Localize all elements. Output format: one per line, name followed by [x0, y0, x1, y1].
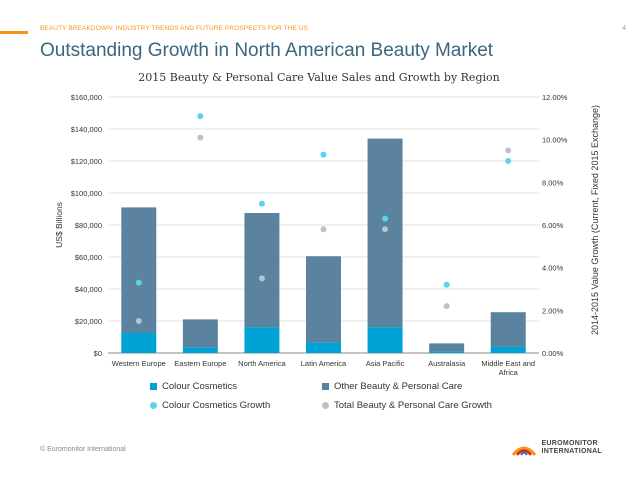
- x-tick-label: Asia Pacific: [366, 359, 405, 368]
- legend-swatch: [150, 383, 157, 390]
- y2-tick-label: 4.00%: [542, 264, 564, 273]
- point-total-growth: [258, 275, 265, 282]
- accent-bar: [0, 31, 28, 34]
- legend-item-other-beauty: Other Beauty & Personal Care: [322, 381, 462, 392]
- y-tick-label: $20,000: [75, 317, 102, 326]
- y2-tick-label: 0.00%: [542, 349, 564, 358]
- point-total-growth: [505, 147, 512, 154]
- legend-label: Colour Cosmetics: [162, 381, 237, 392]
- y-tick-label: $0: [94, 349, 102, 358]
- y-axis-label: US$ Billions: [54, 202, 64, 248]
- logo-mark-icon: [512, 446, 537, 456]
- legend-label: Colour Cosmetics Growth: [162, 400, 271, 411]
- legend-item-total-growth: Total Beauty & Personal Care Growth: [322, 400, 492, 411]
- bar-colour-cosmetics: [429, 351, 465, 353]
- chart-title: 2015 Beauty & Personal Care Value Sales …: [138, 71, 500, 84]
- bar-colour-cosmetics: [490, 346, 526, 353]
- legend-item-colour-cosmetics-growth: Colour Cosmetics Growth: [150, 400, 270, 411]
- x-tick-label: Middle East and: [481, 359, 535, 368]
- y-tick-label: $140,000: [71, 125, 102, 134]
- bar-other-beauty: [306, 256, 341, 343]
- y-tick-label: $160,000: [71, 93, 102, 102]
- point-total-growth: [443, 303, 450, 310]
- legend-swatch: [322, 383, 329, 390]
- bar-colour-cosmetics: [182, 347, 218, 353]
- point-total-growth: [382, 226, 389, 233]
- logo-text-line1: EUROMONITOR: [541, 440, 598, 447]
- bar-other-beauty: [244, 213, 280, 328]
- point-total-growth: [320, 226, 327, 233]
- slide-title: Outstanding Growth in North American Bea…: [40, 40, 494, 61]
- y2-tick-label: 12.00%: [542, 93, 568, 102]
- y-tick-label: $120,000: [71, 157, 102, 166]
- x-tick-label: Latin America: [301, 359, 347, 368]
- page-number: 4: [622, 25, 626, 32]
- bar-other-beauty: [490, 312, 526, 347]
- bar-colour-cosmetics: [244, 327, 280, 353]
- y2-tick-label: 6.00%: [542, 221, 564, 230]
- legend-label: Total Beauty & Personal Care Growth: [334, 400, 492, 411]
- y2-tick-label: 2.00%: [542, 306, 564, 315]
- x-tick-label: Eastern Europe: [174, 359, 226, 368]
- x-tick-label: North America: [238, 359, 286, 368]
- bar-other-beauty: [182, 319, 218, 348]
- y-tick-label: $60,000: [75, 253, 102, 262]
- bar-other-beauty: [121, 207, 157, 333]
- y2-tick-label: 8.00%: [542, 178, 564, 187]
- point-colour-cosmetics-growth: [258, 200, 265, 207]
- y2-tick-label: 10.00%: [542, 136, 568, 145]
- point-total-growth: [197, 134, 204, 141]
- legend-swatch: [150, 402, 157, 409]
- y-tick-label: $40,000: [75, 285, 102, 294]
- point-colour-cosmetics-growth: [197, 113, 204, 120]
- y-tick-label: $80,000: [75, 221, 102, 230]
- point-colour-cosmetics-growth: [382, 215, 389, 222]
- y2-axis-label: 2014-2015 Value Growth (Current, Fixed 2…: [590, 105, 600, 335]
- point-total-growth: [135, 318, 142, 324]
- point-colour-cosmetics-growth: [320, 151, 327, 158]
- x-tick-label: Western Europe: [112, 359, 166, 368]
- bar-colour-cosmetics: [367, 327, 403, 353]
- footer-copyright: © Euromonitor International: [40, 446, 126, 453]
- point-colour-cosmetics-growth: [135, 279, 142, 286]
- legend-swatch: [322, 402, 329, 409]
- euromonitor-logo: EUROMONITOR INTERNATIONAL: [511, 439, 602, 457]
- header-tag: BEAUTY BREAKDOWN: INDUSTRY TRENDS AND FU…: [40, 25, 309, 32]
- bar-other-beauty: [367, 138, 403, 328]
- bar-colour-cosmetics: [306, 342, 341, 353]
- bar-other-beauty: [429, 343, 465, 352]
- legend-label: Other Beauty & Personal Care: [334, 381, 463, 392]
- legend-item-colour-cosmetics: Colour Cosmetics: [150, 381, 237, 392]
- y-tick-label: $100,000: [71, 189, 102, 198]
- point-colour-cosmetics-growth: [443, 281, 450, 288]
- point-colour-cosmetics-growth: [505, 158, 512, 164]
- x-tick-label: Africa: [499, 368, 519, 377]
- logo-text-line2: INTERNATIONAL: [541, 448, 602, 455]
- x-tick-label: Australasia: [428, 359, 466, 368]
- bar-colour-cosmetics: [121, 333, 157, 353]
